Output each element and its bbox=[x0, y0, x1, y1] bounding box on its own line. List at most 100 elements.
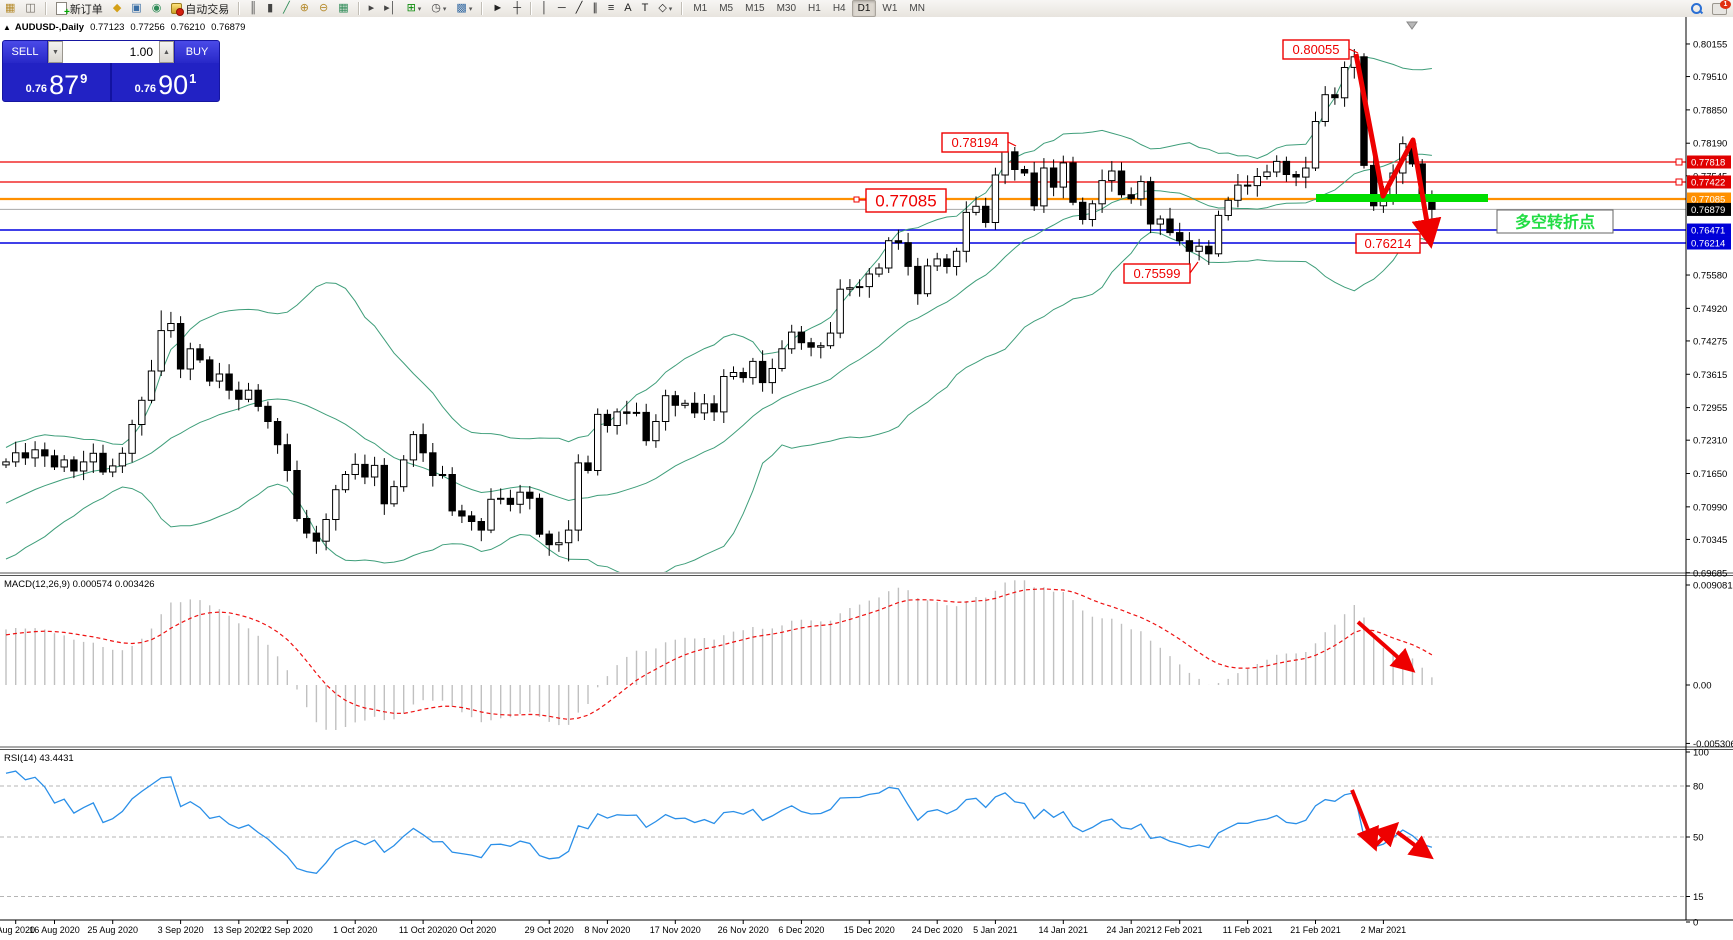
price-annotation-text: 0.76214 bbox=[1365, 236, 1412, 251]
bull-candle bbox=[157, 330, 165, 372]
arrows-tool-button[interactable]: ◇ ▾ bbox=[654, 0, 676, 17]
trend-arrow-rsi[interactable] bbox=[1395, 830, 1434, 860]
date-axis-label: 1 Oct 2020 bbox=[333, 925, 377, 935]
text-label-button[interactable]: T bbox=[638, 0, 653, 17]
new-order-button[interactable]: 新订单 bbox=[52, 0, 107, 18]
price-pane[interactable] bbox=[0, 49, 1686, 579]
bull-candle bbox=[1340, 67, 1349, 99]
date-axis-label: 29 Oct 2020 bbox=[525, 925, 574, 935]
tile-windows-button[interactable]: ▦ bbox=[334, 0, 352, 17]
indicators-dropdown-icon[interactable]: ▾ bbox=[417, 5, 422, 13]
equidistant-channel-button[interactable]: ∥ bbox=[588, 0, 602, 17]
bear-candle bbox=[1049, 167, 1058, 188]
chart-shift-icon: ▸│ bbox=[384, 2, 397, 14]
buy-price[interactable]: 0.76 90 1 bbox=[112, 63, 219, 101]
price-axis-label: 0.75580 bbox=[1693, 271, 1727, 282]
line-handle[interactable] bbox=[1675, 158, 1683, 166]
chart-wizard-button[interactable]: ◆ bbox=[109, 0, 125, 17]
bollinger-upper-band bbox=[5, 56, 1432, 448]
trend-arrow-main[interactable] bbox=[1353, 53, 1442, 249]
price-annotation-label[interactable]: 0.77085 bbox=[853, 188, 947, 213]
bear-candle bbox=[283, 444, 292, 472]
line-handle[interactable] bbox=[1675, 178, 1683, 186]
date-axis-label: 24 Dec 2020 bbox=[912, 925, 963, 935]
support-zone-bar[interactable] bbox=[1316, 194, 1488, 202]
bear-candle bbox=[1292, 174, 1300, 178]
terminal-button[interactable]: ▣ bbox=[127, 0, 145, 17]
ohlc-high: 0.77256 bbox=[130, 22, 165, 33]
bull-candle bbox=[652, 421, 660, 442]
news-button[interactable]: ◉ bbox=[148, 0, 166, 17]
fibonacci-button[interactable]: ≡ bbox=[604, 0, 618, 17]
volume-increase-button[interactable]: ▲ bbox=[159, 41, 174, 63]
trend-arrow-rsi[interactable] bbox=[1373, 821, 1400, 848]
periods-dropdown-icon[interactable]: ▾ bbox=[442, 5, 447, 13]
trend-arrow-macd[interactable] bbox=[1356, 620, 1416, 673]
timeframe-m15-button[interactable]: M15 bbox=[745, 3, 765, 14]
timeframe-m1-button[interactable]: M1 bbox=[693, 3, 708, 14]
annotation-anchor-handle[interactable] bbox=[853, 196, 860, 203]
bar-chart-mode-button[interactable]: ║ bbox=[245, 0, 261, 17]
timeframe-d1-button[interactable]: D1 bbox=[851, 0, 877, 17]
timeframe-mn-button[interactable]: MN bbox=[909, 3, 925, 14]
symbol-info-bar: ▲ AUDUSD-,Daily 0.77123 0.77256 0.76210 0.768… bbox=[3, 22, 245, 33]
bull-candle bbox=[1273, 160, 1281, 173]
auto-scroll-icon: ▸ bbox=[368, 2, 375, 14]
autotrading-button[interactable]: 自动交易 bbox=[167, 0, 233, 17]
timeframe-h1-button[interactable]: H1 bbox=[808, 3, 821, 14]
price-annotation-text: 0.77085 bbox=[875, 192, 936, 211]
bull-candle bbox=[1214, 214, 1223, 255]
vertical-line-button[interactable]: │ bbox=[537, 0, 552, 17]
profiles-button[interactable]: ◫ bbox=[21, 0, 39, 17]
rsi-pane[interactable] bbox=[0, 770, 1686, 897]
trend-arrow-rsi[interactable] bbox=[1350, 789, 1379, 852]
crosshair-button[interactable]: ┼ bbox=[509, 0, 525, 17]
new-chart-button[interactable]: ▦ bbox=[1, 0, 19, 17]
chart-shift-marker[interactable] bbox=[1406, 21, 1418, 30]
price-annotation-label[interactable]: 0.75599 bbox=[1123, 261, 1199, 284]
bear-candle bbox=[739, 372, 747, 379]
bear-candle bbox=[1166, 218, 1174, 234]
arrows-tool-dropdown-icon[interactable]: ▾ bbox=[668, 5, 673, 13]
cursor-button[interactable]: ► bbox=[488, 0, 507, 17]
volume-input[interactable]: 1.00 bbox=[63, 41, 159, 63]
timeframe-h4-button[interactable]: H4 bbox=[832, 3, 846, 14]
trendline-button[interactable]: ╱ bbox=[572, 0, 587, 17]
templates-button[interactable]: ▩ ▾ bbox=[452, 0, 476, 17]
sell-price[interactable]: 0.76 87 9 bbox=[3, 63, 112, 101]
templates-dropdown-icon[interactable]: ▾ bbox=[468, 5, 473, 13]
candlestick-mode-button[interactable]: ▮ bbox=[263, 0, 277, 17]
zoom-in-button[interactable]: ⊕ bbox=[296, 0, 313, 17]
timeframe-w1-button[interactable]: W1 bbox=[882, 3, 898, 14]
horizontal-line-button[interactable]: ─ bbox=[554, 0, 570, 17]
auto-scroll-button[interactable]: ▸ bbox=[365, 0, 379, 17]
bull-candle bbox=[923, 265, 932, 295]
price-axis-label: 0.79510 bbox=[1693, 72, 1727, 83]
bull-candle bbox=[79, 461, 88, 472]
date-axis-label: Aug 2020 bbox=[0, 925, 35, 935]
periods-button[interactable]: ◷ ▾ bbox=[427, 0, 450, 17]
price-axis-label: 0.70990 bbox=[1693, 502, 1727, 513]
notifications-icon[interactable]: 1 bbox=[1712, 0, 1731, 15]
text-button[interactable]: A bbox=[620, 0, 635, 17]
chart-shift-button[interactable]: ▸│ bbox=[380, 0, 400, 17]
bull-candle bbox=[855, 286, 864, 289]
bear-candle bbox=[1205, 245, 1213, 255]
pivot-note[interactable]: 多空转折点 bbox=[1496, 209, 1614, 234]
buy-button[interactable]: BUY bbox=[174, 41, 219, 63]
sell-button[interactable]: SELL bbox=[3, 41, 48, 63]
volume-decrease-button[interactable]: ▼ bbox=[48, 41, 63, 63]
search-icon[interactable] bbox=[1691, 3, 1704, 15]
chart-canvas[interactable]: 0.801550.795100.788500.781900.775450.755… bbox=[0, 17, 1733, 940]
zoom-out-button[interactable]: ⊖ bbox=[315, 0, 332, 17]
collapse-panel-icon[interactable]: ▲ bbox=[3, 23, 11, 32]
price-axis-label: 0.73615 bbox=[1693, 370, 1727, 381]
indicators-button[interactable]: ⊞ ▾ bbox=[403, 0, 426, 17]
timeframe-m5-button[interactable]: M5 bbox=[719, 3, 734, 14]
price-annotation-label[interactable]: 0.78194 bbox=[941, 132, 1017, 153]
macd-pane[interactable] bbox=[5, 580, 1433, 730]
timeframe-m30-button[interactable]: M30 bbox=[776, 3, 797, 14]
price-annotation-label[interactable]: 0.80055 bbox=[1282, 39, 1359, 60]
price-annotation-label[interactable]: 0.76214 bbox=[1355, 233, 1428, 254]
line-chart-mode-button[interactable]: ╱ bbox=[279, 0, 294, 17]
